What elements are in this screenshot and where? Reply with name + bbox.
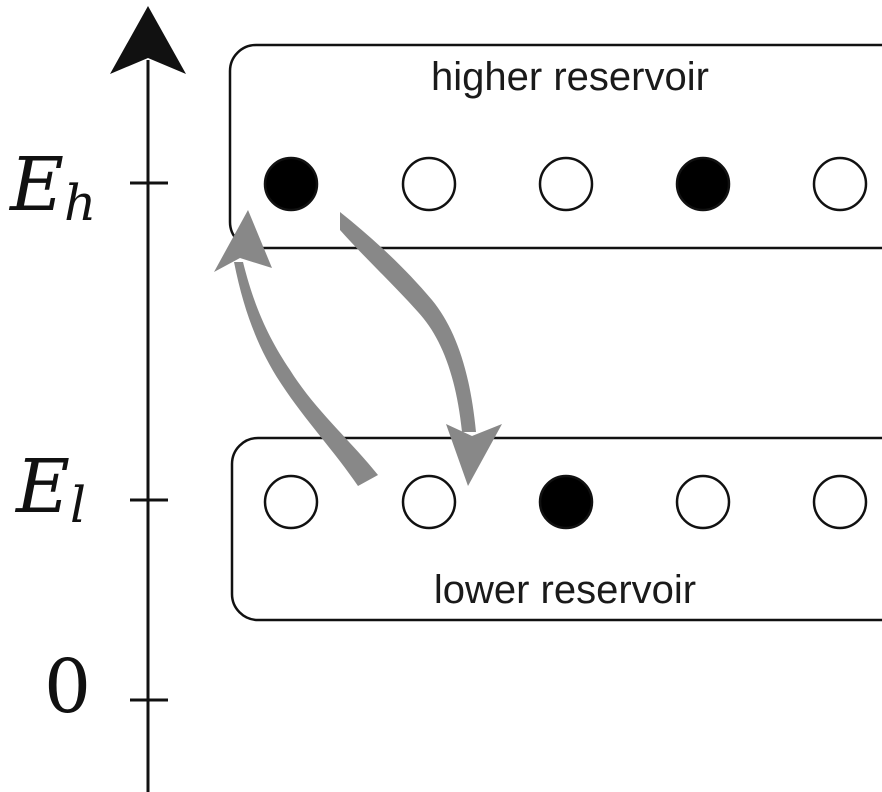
higher-site-1-filled [263, 156, 319, 212]
higher-reservoir-sites [263, 156, 868, 212]
energy-axis [110, 6, 186, 792]
label-zero-energy: 0 [44, 644, 91, 730]
higher-site-4-filled [675, 156, 731, 212]
transfer-arrows [214, 210, 502, 486]
lower-site-3-filled [538, 474, 594, 530]
label-high-energy-symbol: E [8, 142, 64, 228]
higher-reservoir: higher reservoir [228, 43, 882, 250]
arrow-up-head-icon [214, 210, 272, 272]
higher-site-2-empty [401, 156, 457, 212]
label-high-energy: Eh [8, 142, 96, 232]
higher-reservoir-label: higher reservoir [431, 55, 709, 99]
lower-site-4-empty [675, 474, 731, 530]
lower-reservoir-box [230, 436, 882, 622]
higher-site-3-empty [538, 156, 594, 212]
label-low-energy-subscript: l [70, 476, 86, 534]
energy-axis-arrowhead-icon [110, 6, 186, 74]
lower-reservoir: lower reservoir [230, 436, 882, 622]
arrow-up-shaft [234, 262, 378, 486]
higher-site-5-empty [812, 156, 868, 212]
lower-reservoir-label: lower reservoir [434, 568, 696, 612]
label-low-energy-symbol: E [14, 444, 70, 530]
label-low-energy: El [14, 444, 86, 534]
lower-site-5-empty [812, 474, 868, 530]
lower-site-1-empty [263, 474, 319, 530]
label-high-energy-subscript: h [64, 174, 96, 232]
higher-reservoir-box [228, 43, 882, 250]
arrow-down-head-icon [446, 424, 502, 486]
lower-reservoir-sites [263, 474, 868, 530]
lower-site-2-empty [401, 474, 457, 530]
arrow-down-shaft [340, 212, 476, 432]
